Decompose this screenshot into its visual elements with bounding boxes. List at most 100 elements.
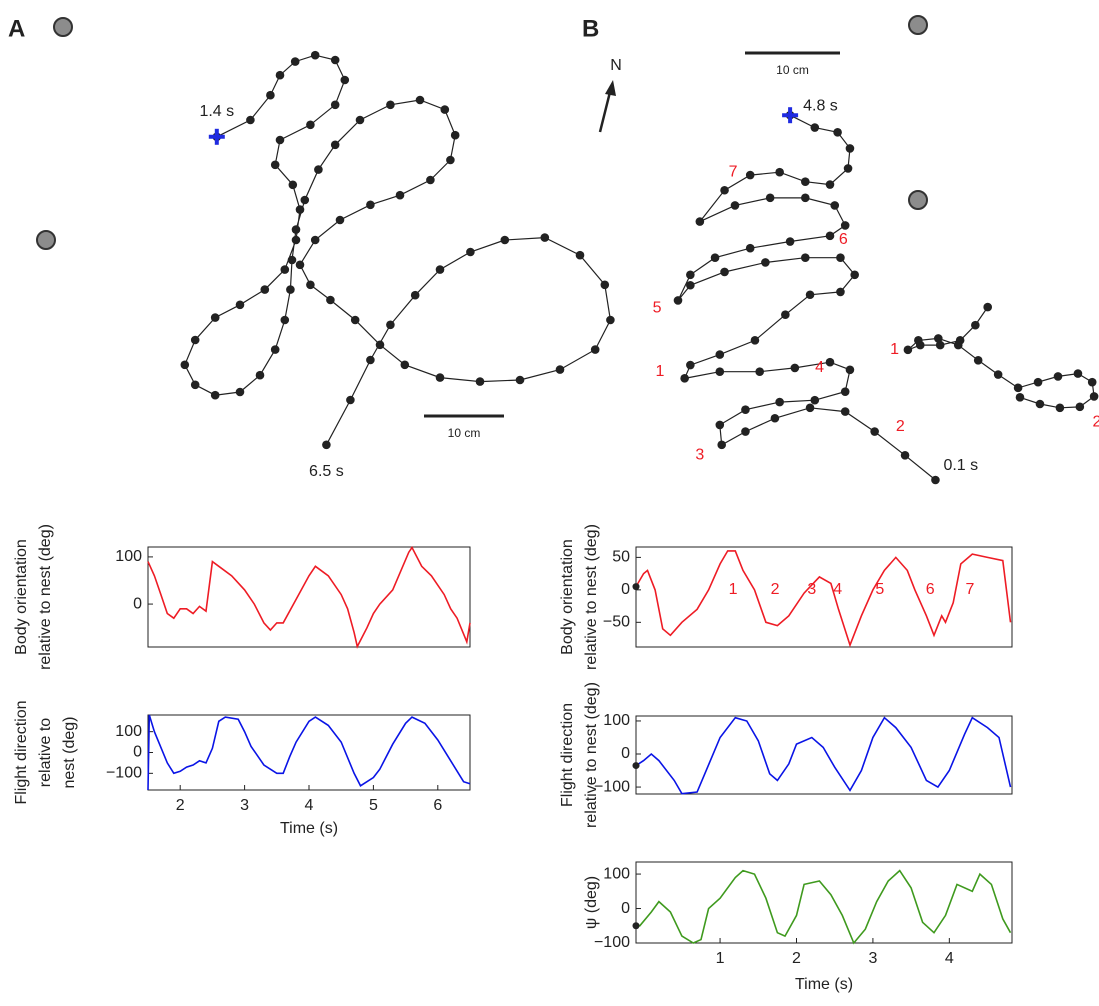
trajectory-point — [801, 193, 810, 203]
plot-annotation: 6 — [926, 581, 935, 598]
trajectory-point — [210, 313, 220, 322]
scale-bar-label: 10 cm — [448, 426, 481, 440]
trajectory-point — [770, 413, 780, 423]
trajectory-point — [775, 167, 784, 177]
trajectory-point — [1033, 377, 1043, 387]
trajectory-point — [833, 128, 842, 137]
landmark — [53, 17, 73, 37]
plot-annotation: 1 — [729, 581, 738, 598]
trajectory-line — [184, 54, 612, 446]
trajectory-point — [600, 280, 610, 290]
trajectory-point — [741, 427, 750, 436]
time-label: 4.8 s — [803, 97, 838, 114]
trajectory-annotation: 6 — [839, 231, 848, 248]
trajectory-point — [306, 280, 315, 290]
trajectory-point — [590, 345, 600, 354]
plot-annotation: 5 — [875, 581, 884, 598]
plot-frame — [635, 546, 1013, 648]
trajectory-point — [306, 120, 315, 130]
trajectory-point — [765, 193, 775, 203]
trajectory-point — [270, 345, 280, 354]
y-axis-label: Flight direction — [13, 700, 30, 804]
series-line — [635, 716, 1012, 795]
x-tick-label: 3 — [240, 797, 249, 814]
trajectory-annotation: 1 — [655, 363, 664, 380]
trajectory-point — [295, 205, 305, 214]
trajectory-point — [286, 285, 295, 294]
y-axis-label: relative to nest (deg) — [37, 524, 54, 670]
y-axis-label: Body orientation — [559, 539, 576, 655]
y-tick-label: −100 — [594, 934, 630, 951]
trajectory-point — [415, 95, 425, 105]
trajectory-annotation: 1 — [890, 341, 899, 358]
scale-bar-label: 10 cm — [776, 63, 809, 77]
trajectory-point — [686, 360, 695, 370]
trajectory-point — [983, 302, 992, 312]
plot-annotation: 7 — [966, 581, 975, 598]
trajectory-point — [440, 105, 450, 114]
trajectory-point — [386, 100, 395, 110]
trajectory-point — [330, 140, 340, 150]
y-tick-label: 100 — [115, 723, 142, 740]
trajectory-point — [914, 336, 923, 345]
trajectory-point — [446, 155, 455, 165]
trajectory-point — [435, 373, 445, 382]
x-axis-label: Time (s) — [795, 976, 853, 993]
y-tick-label: −100 — [594, 778, 630, 795]
trajectory-point — [330, 55, 340, 65]
trajectory-point — [710, 253, 720, 262]
trajectory-point — [781, 310, 790, 320]
trajectory-point — [840, 387, 850, 396]
trajectory-point — [836, 287, 845, 297]
trajectory-point — [466, 247, 475, 257]
x-tick-label: 6 — [433, 797, 442, 814]
trajectory-point — [695, 217, 705, 226]
landmark — [908, 15, 928, 35]
trajectory-point — [235, 300, 245, 310]
north-label: N — [610, 57, 622, 74]
trajectory-point — [190, 380, 200, 390]
trajectory-point — [825, 180, 835, 189]
trajectory-point — [720, 267, 729, 277]
trajectory-point — [280, 265, 290, 274]
trajectory-point — [845, 144, 855, 153]
trajectory-point — [993, 370, 1003, 379]
trajectory-point — [280, 315, 290, 325]
trajectory-point — [540, 233, 550, 242]
trajectory-point — [275, 70, 285, 80]
trajectory-point — [801, 253, 810, 262]
trajectory-point — [366, 355, 375, 365]
trajectory-point — [291, 225, 301, 234]
trajectory-point — [260, 285, 270, 294]
trajectory-point — [715, 420, 725, 430]
trajectory-point — [190, 335, 200, 345]
trajectory-point — [246, 115, 255, 125]
trajectory-point — [1073, 369, 1083, 378]
series-line — [635, 550, 1012, 648]
trajectory-point — [288, 180, 298, 190]
plot-annotation: 4 — [833, 581, 842, 598]
trajectory-annotation: 4 — [815, 359, 824, 376]
y-tick-label: 50 — [612, 549, 630, 566]
trajectory-point — [275, 135, 285, 145]
trajectory-point — [715, 350, 725, 359]
trajectory-point — [426, 175, 435, 185]
trajectory-point — [720, 185, 729, 195]
x-tick-label: 3 — [868, 950, 877, 967]
plot-frame — [147, 714, 471, 791]
trajectory-point — [395, 190, 405, 200]
trajectory-point — [606, 315, 615, 325]
trajectory-point — [287, 255, 297, 265]
trajectory-point — [300, 195, 310, 205]
trajectory-point — [805, 403, 815, 413]
trajectory-point — [935, 340, 945, 350]
trajectory-point — [555, 365, 565, 374]
north-arrow-head — [605, 80, 616, 96]
trajectory-point — [1035, 399, 1045, 409]
trajectory-point — [314, 165, 323, 174]
y-tick-label: 0 — [621, 745, 630, 762]
plot-frame — [635, 715, 1013, 795]
trajectory-point — [761, 258, 770, 267]
trajectory-point — [1075, 402, 1085, 412]
